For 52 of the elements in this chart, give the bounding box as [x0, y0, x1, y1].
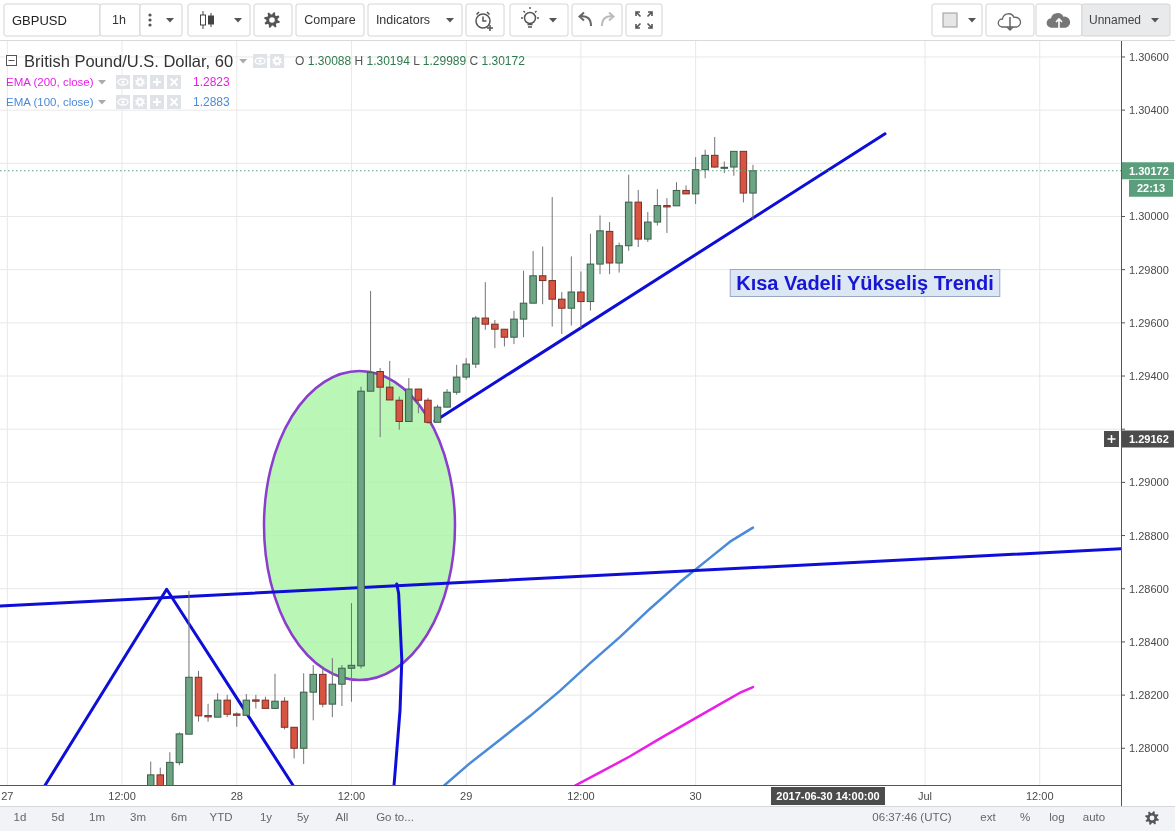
y-tick-label: 1.28400	[1129, 635, 1169, 648]
text: 1.29162	[1129, 433, 1169, 445]
text: EMA (200, close)	[6, 76, 94, 88]
annotation: 1.2823	[193, 75, 231, 89]
text: 22:13	[1136, 182, 1166, 195]
text: British Pound/U.S. Dollar, 60	[24, 51, 234, 70]
x-tick-label: 12:00	[337, 790, 366, 802]
text: auto	[1082, 811, 1106, 823]
text: 5d	[51, 811, 65, 823]
x-tick-label: 29	[460, 790, 473, 802]
text: Compare	[304, 13, 356, 27]
annotation: Kısa Vadeli Yükseliş Trendi	[736, 272, 994, 294]
text: ext	[980, 811, 997, 823]
y-tick-label: 1.29600	[1129, 316, 1169, 329]
y-tick-label: 1.30600	[1129, 50, 1169, 63]
text: 06:37:46 (UTC)	[872, 811, 952, 823]
x-tick-label: 12:00	[108, 790, 136, 802]
text: log	[1049, 811, 1065, 823]
y-tick-label: 1.29800	[1129, 263, 1169, 276]
text: Indicators	[375, 13, 431, 27]
y-tick-label: 1.28000	[1129, 742, 1169, 755]
y-tick-label: 1.28200	[1129, 689, 1169, 702]
text: 5y	[296, 811, 310, 823]
x-tick-label: 12:00	[567, 790, 595, 802]
text: 1m	[89, 811, 105, 823]
text: 2017-06-30 14:00:00	[776, 790, 880, 802]
x-tick-label: Jul	[918, 790, 933, 802]
x-tick-label: 27	[1, 790, 14, 802]
y-tick-label: 1.30000	[1129, 210, 1169, 223]
text: GBPUSD	[12, 12, 67, 28]
text: Go to...	[376, 811, 414, 823]
text: YTD	[209, 811, 233, 823]
y-tick-label: 1.28600	[1129, 582, 1169, 595]
annotation: O 1.30088 H 1.30194 L 1.29989 C 1.30172	[295, 54, 526, 68]
text: 6m	[171, 811, 187, 823]
y-tick-label: 1.29400	[1129, 370, 1169, 383]
y-tick-label: 1.30400	[1129, 104, 1169, 117]
text: EMA (100, close)	[6, 96, 94, 108]
text: 3m	[130, 811, 146, 823]
ref-line-label: 1.30172	[1129, 164, 1169, 177]
annotation: 1.2883	[193, 95, 231, 109]
text: Unnamed	[1088, 13, 1142, 27]
text: 1d	[13, 811, 27, 823]
text: 1h	[112, 13, 126, 27]
x-tick-label: 28	[230, 790, 243, 802]
text: %	[1019, 811, 1031, 823]
x-tick-label: 30	[689, 790, 702, 802]
text: 1y	[259, 811, 273, 823]
y-tick-label: 1.29000	[1129, 476, 1169, 489]
x-tick-label: 12:00	[1025, 790, 1054, 802]
text: All	[335, 811, 349, 823]
y-tick-label: 1.28800	[1129, 529, 1169, 542]
